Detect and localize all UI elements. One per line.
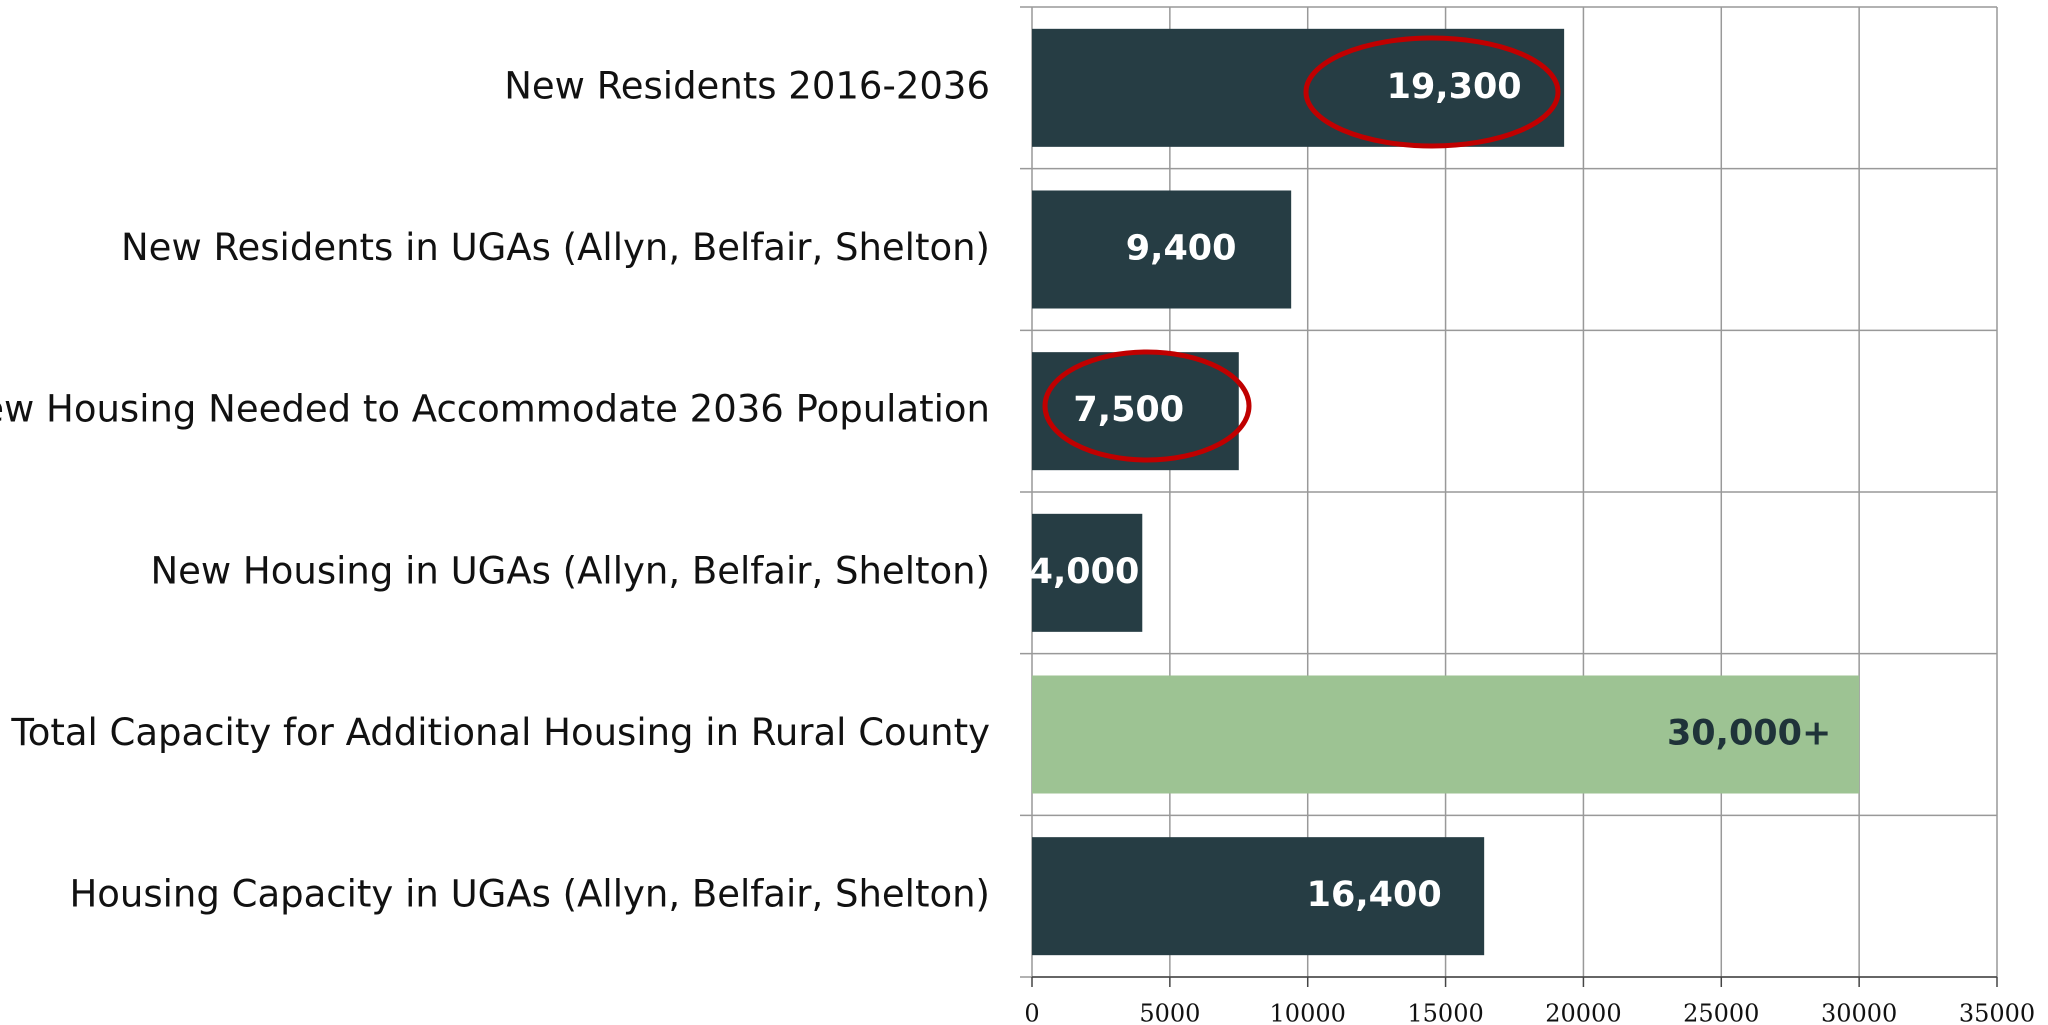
x-tick-label: 15000: [1407, 1000, 1483, 1025]
category-label: New Residents 2016-2036: [504, 64, 990, 107]
value-label: 4,000: [1029, 552, 1140, 592]
category-label: New Housing in UGAs (Allyn, Belfair, She…: [150, 549, 990, 592]
highlight-ellipse: [1042, 349, 1252, 463]
x-tick-label: 30000: [1821, 1000, 1897, 1025]
highlight-ellipse: [1303, 35, 1561, 149]
category-label: Total Capacity for Additional Housing in…: [10, 711, 990, 754]
x-tick-label: 5000: [1139, 1000, 1200, 1025]
x-tick-label: 35000: [1959, 1000, 2035, 1025]
plot: 0 5000 10000 15000 20000 25000 30000 35000 New R…: [0, 6, 2035, 1025]
category-label: Housing Capacity in UGAs (Allyn, Belfair…: [69, 873, 990, 916]
bar: [1032, 28, 1565, 147]
value-label: 19,300: [1387, 67, 1522, 107]
category-label: New Residents in UGAs (Allyn, Belfair, S…: [121, 226, 990, 269]
x-tick-label: 20000: [1545, 1000, 1621, 1025]
x-tick-label: 0: [1024, 1000, 1039, 1025]
value-label: 9,400: [1126, 229, 1237, 269]
value-label: 16,400: [1307, 875, 1442, 915]
value-label: 30,000+: [1667, 714, 1831, 754]
category-label: New Housing Needed to Accommodate 2036 P…: [0, 388, 990, 431]
x-tick-label: 25000: [1683, 1000, 1759, 1025]
x-tick-label: 10000: [1270, 1000, 1346, 1025]
bar: [1032, 190, 1292, 309]
bar: [1032, 513, 1143, 632]
bar: [1032, 675, 1860, 794]
bar: [1032, 837, 1485, 956]
value-label: 7,500: [1073, 390, 1184, 430]
